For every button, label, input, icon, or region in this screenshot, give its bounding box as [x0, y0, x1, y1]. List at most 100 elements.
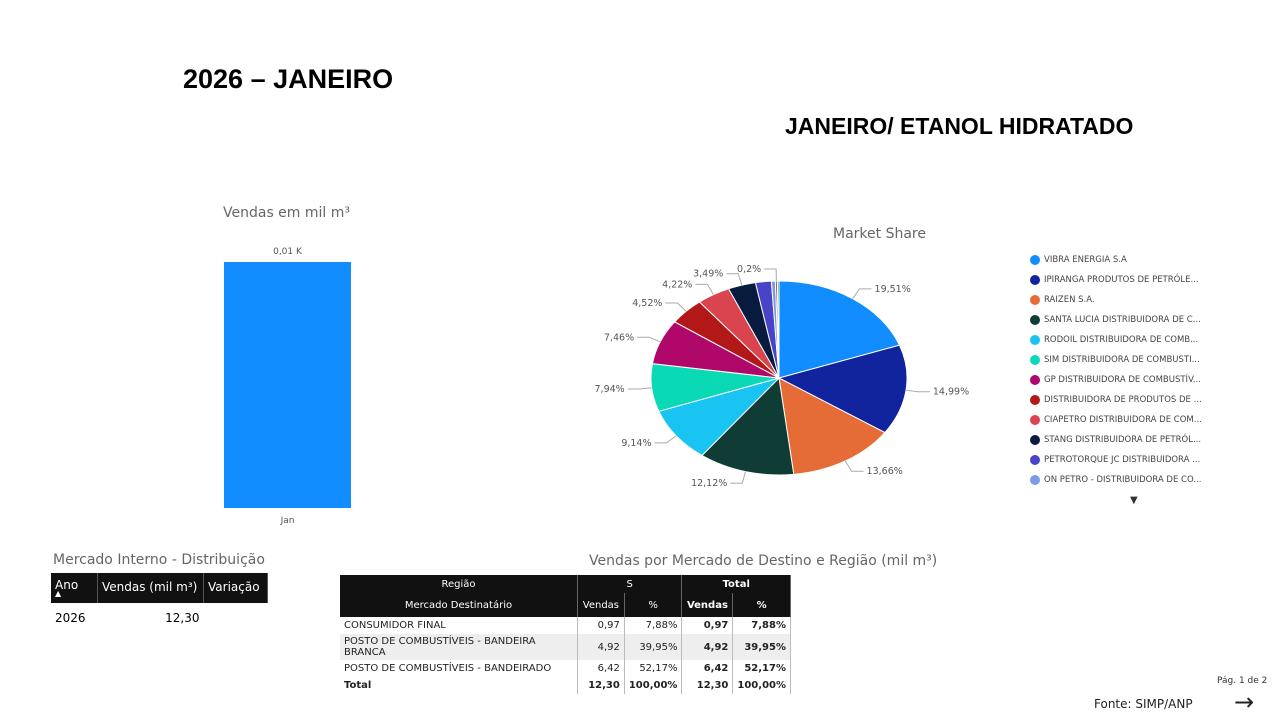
pie-leader-line: [695, 283, 714, 295]
mercado-cell: POSTO DE COMBUSTÍVEIS - BANDEIRA BRANCA: [340, 634, 578, 660]
legend-marker: [1030, 335, 1040, 345]
table-row: CONSUMIDOR FINAL 0,97 7,88% 0,97 7,88%: [340, 617, 791, 634]
pie-slice: [701, 376, 795, 476]
legend-item[interactable]: CIAPETRO DISTRIBUIDORA DE COM...: [1030, 410, 1245, 430]
pie-data-label: 7,94%: [595, 384, 625, 395]
pie-leader-line: [637, 336, 661, 343]
header-mercado[interactable]: Mercado Destinatário: [340, 593, 578, 617]
legend-marker: [1030, 295, 1040, 305]
page-number: Pág. 1 de 2: [1217, 676, 1268, 686]
legend-item[interactable]: GP DISTRIBUIDORA DE COMBUSTÍV...: [1030, 370, 1245, 390]
pie-chart: 19,51% 14,99% 13,66% 12,12% 9,14% 7,94% 7,46% 4…: [595, 264, 970, 489]
legend-item[interactable]: STANG DISTRIBUIDORA DE PETRÓL...: [1030, 430, 1245, 450]
bar-chart-title: Vendas em mil m³: [223, 205, 351, 221]
pie-leader-line: [852, 288, 872, 299]
legend-item[interactable]: PETROTORQUE JC DISTRIBUIDORA ...: [1030, 450, 1245, 470]
mercado-interno-table: Ano ▲ Vendas (mil m³) Variação 2026 12,3…: [51, 573, 268, 633]
percent-cell: 100,00%: [624, 677, 683, 694]
percent-cell: 7,88%: [624, 617, 683, 634]
legend-marker: [1030, 275, 1040, 285]
pie-data-label: 13,66%: [867, 466, 903, 477]
pie-leader-line: [665, 302, 687, 312]
pie-leader-line: [844, 460, 864, 472]
vendas-destino-table: Região S Total Mercado Destinatário Vend…: [340, 575, 791, 694]
legend-marker: [1030, 375, 1040, 385]
header-regiao-s[interactable]: S: [577, 575, 683, 593]
column-header-ano[interactable]: Ano ▲: [51, 573, 98, 603]
legend-label: DISTRIBUIDORA DE PRODUTOS DE ...: [1044, 395, 1202, 405]
legend-label: VIBRA ENERGIA S.A: [1044, 255, 1127, 265]
x-tick-label: Jan: [280, 516, 295, 526]
pie-slice: [778, 377, 886, 475]
percent-cell: 52,17%: [624, 660, 683, 677]
legend-marker: [1030, 395, 1040, 405]
table-row: POSTO DE COMBUSTÍVEIS - BANDEIRADO 6,42 …: [340, 660, 791, 677]
pie-data-label: 4,22%: [662, 279, 692, 290]
legend-label: GP DISTRIBUIDORA DE COMBUSTÍV...: [1044, 375, 1201, 385]
header-total-percent[interactable]: %: [732, 593, 791, 617]
table-total-row: Total 12,30 100,00% 12,30 100,00%: [340, 677, 791, 694]
caret-down-icon[interactable]: ▼: [1130, 495, 1138, 506]
mercado-cell: CONSUMIDOR FINAL: [340, 617, 578, 634]
pie-slice: [776, 280, 780, 379]
legend-label: RAIZEN S.A.: [1044, 295, 1095, 305]
arrow-right-icon[interactable]: →: [1234, 688, 1255, 716]
vendas-cell: 12,30: [165, 611, 200, 625]
header-total-vendas[interactable]: Vendas: [681, 593, 734, 617]
vendas-cell: 0,97: [577, 617, 625, 634]
vendas-destino-title: Vendas por Mercado de Destino e Região (…: [589, 553, 938, 569]
variacao-cell: [204, 603, 268, 633]
pie-slice: [777, 344, 908, 434]
legend-marker: [1030, 415, 1040, 425]
legend-marker: [1030, 255, 1040, 265]
percent-cell: 39,95%: [624, 634, 683, 660]
pie-data-label: 19,51%: [875, 284, 911, 295]
legend-marker: [1030, 475, 1040, 485]
source-note: Fonte: SIMP/ANP: [1094, 697, 1193, 711]
mercado-cell: Total: [340, 677, 578, 694]
total-vendas-cell: 6,42: [681, 660, 734, 677]
header-regiao[interactable]: Região: [340, 575, 578, 593]
total-percent-cell: 7,88%: [732, 617, 791, 634]
header-percent[interactable]: %: [624, 593, 683, 617]
legend-label: SANTA LUCIA DISTRIBUIDORA DE C...: [1044, 315, 1201, 325]
table-row: 2026 12,30: [51, 603, 268, 633]
page-title: 2026 – JANEIRO: [183, 64, 394, 94]
sort-up-icon[interactable]: ▲: [55, 589, 62, 598]
legend-item[interactable]: VIBRA ENERGIA S.A: [1030, 250, 1245, 270]
pie-data-label: 9,14%: [621, 438, 651, 449]
total-percent-cell: 39,95%: [732, 634, 791, 660]
vendas-cell: 12,30: [577, 677, 625, 694]
total-percent-cell: 100,00%: [732, 677, 791, 694]
legend-marker: [1030, 315, 1040, 325]
pie-data-label: 12,12%: [691, 478, 727, 489]
header-total[interactable]: Total: [681, 575, 791, 593]
legend-item[interactable]: DISTRIBUIDORA DE PRODUTOS DE ...: [1030, 390, 1245, 410]
pie-data-label: 0,2%: [737, 264, 761, 275]
legend-item[interactable]: RAIZEN S.A.: [1030, 290, 1245, 310]
column-header-variacao[interactable]: Variação: [203, 573, 268, 603]
column-header-vendas[interactable]: Vendas (mil m³): [97, 573, 204, 603]
header-vendas[interactable]: Vendas: [577, 593, 625, 617]
pie-leader-line: [654, 435, 677, 444]
legend-marker: [1030, 455, 1040, 465]
vendas-cell: 4,92: [577, 634, 625, 660]
mercado-cell: POSTO DE COMBUSTÍVEIS - BANDEIRADO: [340, 660, 578, 677]
pie-data-label: 7,46%: [604, 332, 634, 343]
pie-leader-line: [905, 389, 930, 393]
total-vendas-cell: 0,97: [681, 617, 734, 634]
bar-jan: [224, 262, 351, 508]
legend-item[interactable]: SIM DISTRIBUIDORA DE COMBUSTI...: [1030, 350, 1245, 370]
legend-item[interactable]: SANTA LUCIA DISTRIBUIDORA DE C...: [1030, 310, 1245, 330]
pie-chart-title: Market Share: [833, 226, 926, 242]
legend-item[interactable]: ON PETRO - DISTRIBUIDORA DE CO...: [1030, 470, 1245, 490]
pie-legend: VIBRA ENERGIA S.A IPIRANGA PRODUTOS DE PE…: [1030, 250, 1245, 490]
legend-marker: [1030, 355, 1040, 365]
ano-cell: 2026: [55, 611, 86, 625]
pie-data-label: 14,99%: [933, 387, 969, 398]
legend-item[interactable]: IPIRANGA PRODUTOS DE PETRÓLE...: [1030, 270, 1245, 290]
pie-data-label: 3,49%: [693, 269, 723, 280]
total-vendas-cell: 4,92: [681, 634, 734, 660]
legend-item[interactable]: RODOIL DISTRIBUIDORA DE COMB...: [1030, 330, 1245, 350]
legend-label: PETROTORQUE JC DISTRIBUIDORA ...: [1044, 455, 1201, 465]
